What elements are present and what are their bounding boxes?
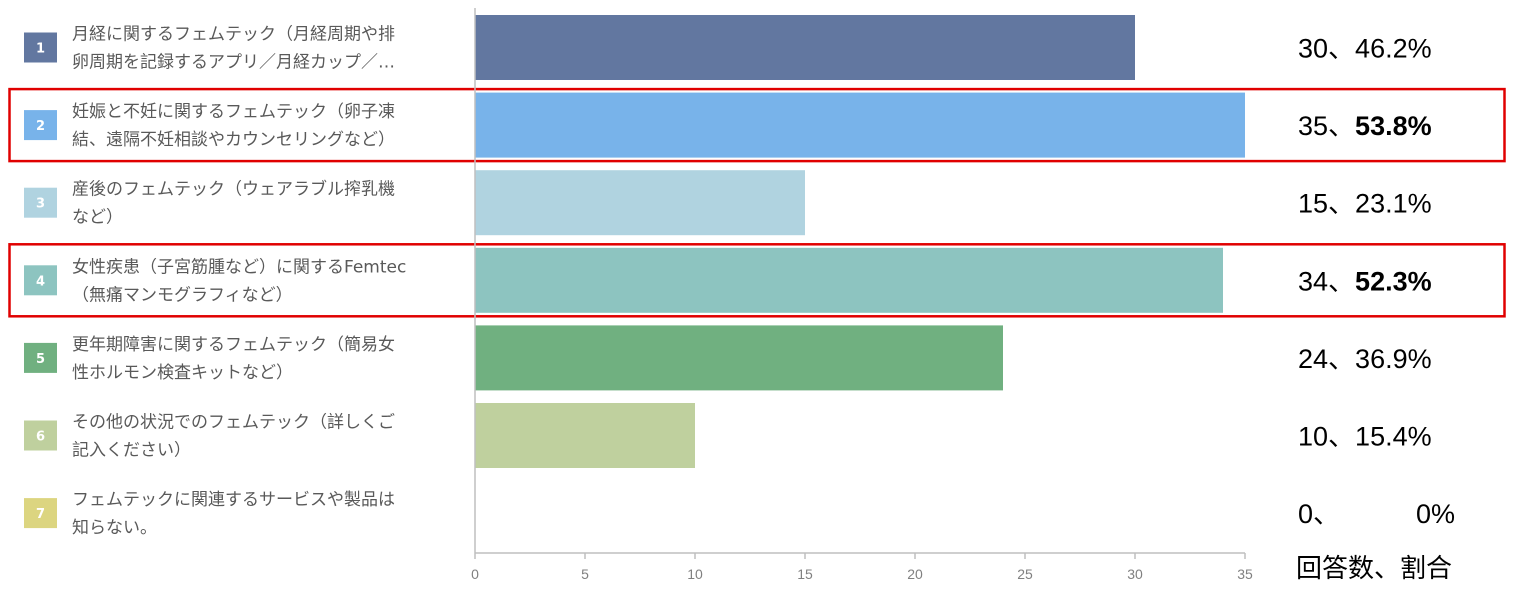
value-label: 10、15.4% bbox=[1298, 422, 1432, 452]
category-label-line2: 卵周期を記録するアプリ／月経カップ／… bbox=[72, 53, 395, 73]
category-label-line1: 更年期障害に関するフェムテック（簡易女 bbox=[72, 335, 395, 355]
x-tick-label: 25 bbox=[1017, 566, 1033, 582]
category-label-line1: フェムテックに関連するサービスや製品は bbox=[72, 490, 395, 510]
x-tick-label: 0 bbox=[471, 566, 479, 582]
category-number-box bbox=[24, 498, 57, 529]
value-label: 30、46.2% bbox=[1298, 34, 1432, 64]
category-number: 7 bbox=[36, 507, 45, 522]
category-label-line2: など） bbox=[72, 208, 123, 228]
x-tick-label: 5 bbox=[581, 566, 589, 582]
category-number-box bbox=[24, 420, 57, 451]
category-label-line2: （無痛マンモグラフィなど） bbox=[72, 285, 293, 305]
category-label-line2: 性ホルモン検査キットなど） bbox=[72, 363, 293, 383]
category-label-line2: 記入ください） bbox=[72, 441, 191, 461]
value-label: 15、23.1% bbox=[1298, 189, 1432, 219]
value-label: 35、53.8% bbox=[1298, 111, 1432, 141]
category-number-box bbox=[24, 342, 57, 373]
category-number: 2 bbox=[36, 119, 45, 134]
category-label-line2: 結、遠隔不妊相談やカウンセリングなど） bbox=[72, 130, 395, 150]
category-label-line1: 妊娠と不妊に関するフェムテック（卵子凍 bbox=[72, 102, 395, 122]
bar bbox=[475, 92, 1245, 158]
category-label-line1: その他の状況でのフェムテック（詳しくご bbox=[72, 413, 395, 433]
value-label: 34、52.3% bbox=[1298, 266, 1432, 296]
bar bbox=[475, 325, 1003, 391]
category-label-line2: 知らない。 bbox=[72, 518, 157, 538]
category-label-line1: 月経に関するフェムテック（月経周期や排 bbox=[72, 25, 395, 45]
x-tick-label: 15 bbox=[797, 566, 813, 582]
axis-caption: 回答数、割合 bbox=[1296, 554, 1452, 584]
highlight-box bbox=[8, 87, 1506, 163]
value-label: 24、36.9% bbox=[1298, 344, 1432, 374]
category-number: 1 bbox=[36, 42, 45, 57]
x-tick-label: 35 bbox=[1237, 566, 1253, 582]
x-tick-label: 20 bbox=[907, 566, 923, 582]
category-number: 3 bbox=[36, 197, 45, 212]
bar bbox=[475, 403, 695, 468]
bar bbox=[475, 247, 1223, 313]
bar bbox=[475, 15, 1135, 80]
category-number-box bbox=[24, 32, 57, 63]
value-label: 0、 0% bbox=[1298, 499, 1455, 529]
category-number: 4 bbox=[36, 274, 45, 289]
category-label-line1: 女性疾患（子宮筋腫など）に関するFemtec bbox=[72, 257, 406, 277]
category-number: 5 bbox=[36, 352, 45, 367]
category-number-box bbox=[24, 110, 57, 141]
x-tick-label: 10 bbox=[687, 566, 703, 582]
category-number-box bbox=[24, 265, 57, 296]
category-label-line1: 産後のフェムテック（ウェアラブル搾乳機 bbox=[72, 179, 395, 200]
highlight-box bbox=[8, 243, 1506, 318]
category-number: 6 bbox=[36, 430, 45, 445]
category-number-box bbox=[24, 187, 57, 218]
x-tick-label: 30 bbox=[1127, 566, 1143, 582]
bar bbox=[475, 170, 805, 236]
